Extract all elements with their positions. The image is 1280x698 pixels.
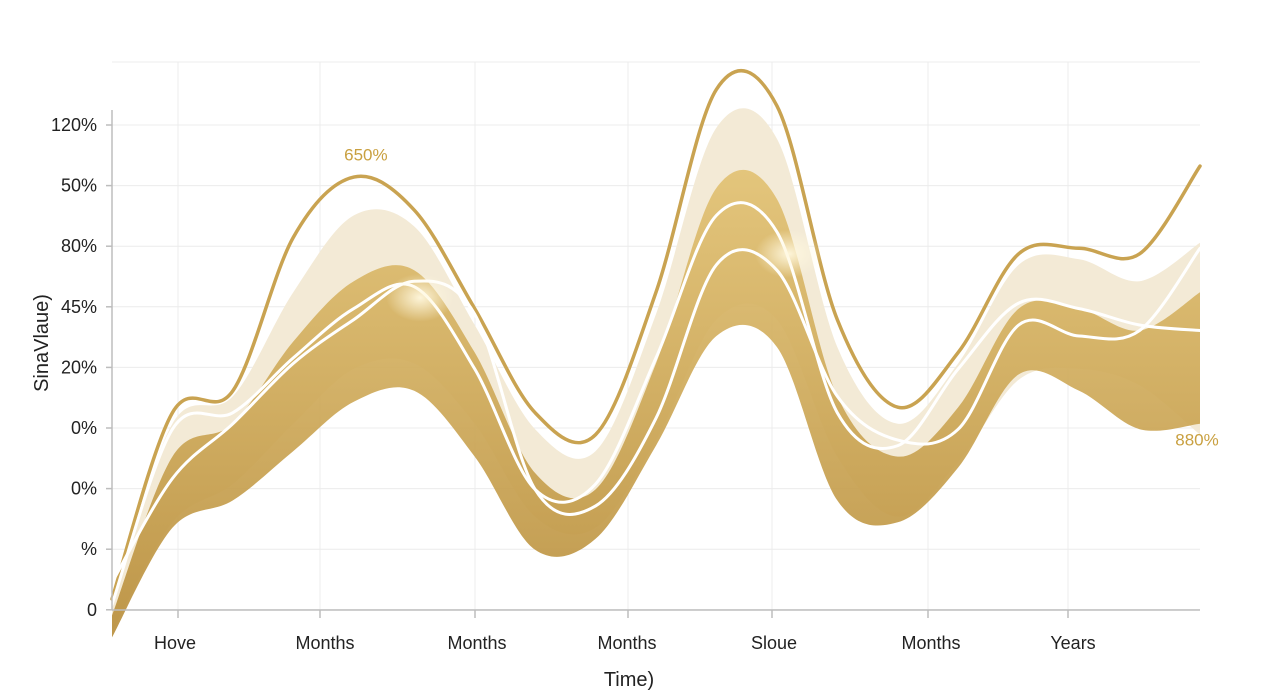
x-tick-label: Years (1050, 633, 1095, 653)
highlight-glows (386, 229, 823, 322)
x-tick-label: Months (447, 633, 506, 653)
series-line-white-line-a (110, 201, 1202, 606)
y-tick-label: 45% (61, 297, 97, 317)
y-tick-labels: 120% 50% 80% 45% 20% 0% 0%% 0 (51, 115, 97, 620)
series-line-white-line-b (110, 246, 1202, 585)
y-tick-label: 80% (61, 236, 97, 256)
y-tick-label: % (81, 539, 97, 559)
x-tick-label: Hove (154, 633, 196, 653)
x-tick-label: Months (901, 633, 960, 653)
area-bands (112, 108, 1200, 638)
x-tick-label: Months (295, 633, 354, 653)
area-band-inner-band (112, 169, 1200, 638)
axes (106, 110, 1200, 618)
x-tick-label: Sloue (751, 633, 797, 653)
y-tick-label: 0 (87, 600, 97, 620)
y-tick-label: 20% (61, 357, 97, 377)
x-tick-labels: Hove Months Months Months Sloue Months Years (154, 633, 1096, 653)
highlight-glow (754, 229, 823, 278)
y-tick-label: 50% (61, 176, 97, 196)
y-tick-label: 0% (71, 418, 97, 438)
x-axis-title: Time) (604, 669, 654, 691)
y-tick-label: 0% (71, 479, 97, 499)
highlight-glow (386, 273, 455, 322)
y-tick-label: 120% (51, 115, 97, 135)
y-axis-title: SinaVlaue) (31, 294, 53, 392)
data-label: 650% (344, 146, 387, 165)
data-label: 880% (1175, 431, 1218, 450)
series-lines (110, 69, 1202, 606)
series-line-outer-line (110, 69, 1202, 601)
x-tick-label: Months (597, 633, 656, 653)
data-annotations: 650% 880% (344, 146, 1219, 450)
